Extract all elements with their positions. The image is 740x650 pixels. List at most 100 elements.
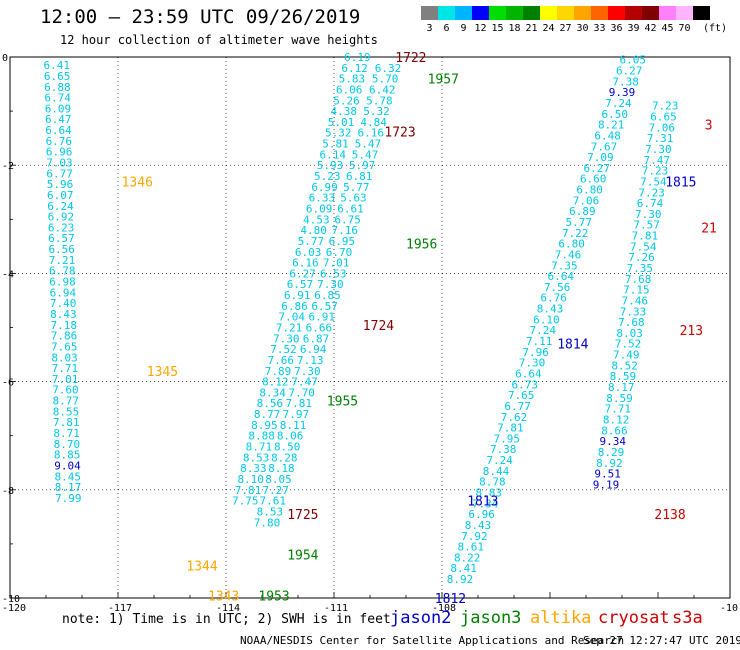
swh-value: 8.03 <box>616 327 643 340</box>
swh-value: 7.65 <box>51 340 78 353</box>
swh-value: 7.52 <box>615 338 642 351</box>
legend-swatch <box>438 6 455 20</box>
swh-value: 7.22 <box>562 227 589 240</box>
swh-value: 8.83 <box>476 487 503 500</box>
legend-label: 21 <box>525 23 538 34</box>
page-subtitle: 12 hour collection of altimeter wave hei… <box>60 33 378 47</box>
swh-value: 6.92 <box>48 211 75 224</box>
swh-value: 6.16 <box>357 127 384 140</box>
swh-value: 5.93 <box>317 159 344 172</box>
swh-value: 8.52 <box>611 359 638 372</box>
swh-value: 8.03 <box>51 351 78 364</box>
swh-value: 8.44 <box>483 465 510 478</box>
swh-value: 4.38 <box>330 105 357 118</box>
swh-value: 6.76 <box>540 292 567 305</box>
swh-value: 6.85 <box>314 289 341 302</box>
swh-value: 7.46 <box>621 294 648 307</box>
swh-value: 8.22 <box>454 551 481 564</box>
swh-value: 6.96 <box>468 508 495 521</box>
swh-value: 6.19 <box>344 51 371 64</box>
swh-value: 5.97 <box>349 159 376 172</box>
swh-value: 8.34 <box>259 386 286 399</box>
swh-value: 5.32 <box>363 105 390 118</box>
swh-value: 5.77 <box>298 235 325 248</box>
satellite-key-altika: altika <box>530 608 592 628</box>
swh-value: 8.66 <box>601 424 628 437</box>
swh-value: 6.78 <box>49 265 76 278</box>
swh-value: 6.80 <box>558 238 585 251</box>
swh-value: 6.57 <box>48 232 75 245</box>
swh-value: 7.23 <box>652 100 679 113</box>
legend-swatch <box>472 6 489 20</box>
swh-value: 7.81 <box>497 422 524 435</box>
time-label: 1813 <box>467 495 498 510</box>
legend-label: 45 <box>661 23 674 34</box>
page-title: 12:00 — 23:59 UTC 09/26/2019 <box>40 6 361 28</box>
swh-value: 7.54 <box>640 175 667 188</box>
swh-value: 8.10 <box>237 473 264 486</box>
swh-value: 6.87 <box>303 332 330 345</box>
legend-label: 27 <box>559 23 572 34</box>
swh-value: 6.42 <box>369 83 396 96</box>
swh-value: 8.71 <box>53 427 80 440</box>
swh-value: 6.24 <box>47 200 74 213</box>
legend-label: 36 <box>610 23 623 34</box>
swh-value: 6.10 <box>533 313 560 326</box>
swh-value: 8.45 <box>54 470 81 483</box>
swh-value: 6.53 <box>320 267 347 280</box>
legend-swatch <box>489 6 506 20</box>
legend-label: 3 <box>426 23 433 34</box>
time-label: 2138 <box>654 508 685 523</box>
time-label: 1954 <box>287 549 318 564</box>
swh-value: 8.43 <box>50 308 77 321</box>
satellite-key-cryosat: cryosat <box>598 608 670 628</box>
swh-value: 6.98 <box>49 276 76 289</box>
swh-value: 7.54 <box>630 240 657 253</box>
swh-value: 9.19 <box>593 478 620 491</box>
time-label: 1953 <box>258 589 289 604</box>
swh-value: 7.52 <box>270 343 297 356</box>
footer-credit: NOAA/NESDIS Center for Satellite Applica… <box>240 634 625 647</box>
swh-value: 8.50 <box>274 441 301 454</box>
swh-value: 8.78 <box>479 476 506 489</box>
time-label: 1343 <box>208 589 239 604</box>
swh-value: 8.29 <box>598 446 625 459</box>
swh-value: 8.21 <box>598 119 625 132</box>
axis-label-lat: -4 <box>2 269 14 280</box>
swh-value: 8.28 <box>271 451 298 464</box>
swh-value: 6.50 <box>602 108 629 121</box>
legend-label: 39 <box>627 23 640 34</box>
swh-value: 8.59 <box>610 370 637 383</box>
swh-value: 7.23 <box>642 165 669 178</box>
swh-value: 5.96 <box>47 178 74 191</box>
swh-value: 8.56 <box>257 397 284 410</box>
swh-value: 7.68 <box>618 316 645 329</box>
swh-value: 7.30 <box>645 143 672 156</box>
swh-value: 8.43 <box>537 303 564 316</box>
legend-swatch <box>659 6 676 20</box>
swh-value: 5.26 <box>333 94 360 107</box>
swh-value: 7.27 <box>262 484 289 497</box>
time-label: 1955 <box>327 395 358 410</box>
time-label: 1814 <box>557 338 588 353</box>
swh-value: 7.49 <box>613 349 640 362</box>
legend-swatch <box>540 6 557 20</box>
swh-value: 7.71 <box>52 362 79 375</box>
swh-value: 6.99 <box>311 181 338 194</box>
axis-label-lon: -114 <box>216 603 240 614</box>
swh-value: 6.12 <box>341 62 368 75</box>
swh-value: 6.06 <box>336 83 363 96</box>
swh-value: 6.91 <box>284 289 311 302</box>
swh-value: 8.17 <box>608 381 635 394</box>
time-label: 213 <box>680 324 703 339</box>
swh-value: 7.01 <box>52 373 79 386</box>
axis-label-lat: -8 <box>2 486 14 497</box>
swh-value: 6.88 <box>44 81 71 94</box>
swh-value: 7.06 <box>649 121 676 134</box>
time-label: 1956 <box>406 238 437 253</box>
swh-value: 7.67 <box>591 140 618 153</box>
time-label: 1957 <box>428 73 459 88</box>
swh-value: 9.34 <box>599 435 626 448</box>
swh-value: 5.70 <box>372 73 399 86</box>
